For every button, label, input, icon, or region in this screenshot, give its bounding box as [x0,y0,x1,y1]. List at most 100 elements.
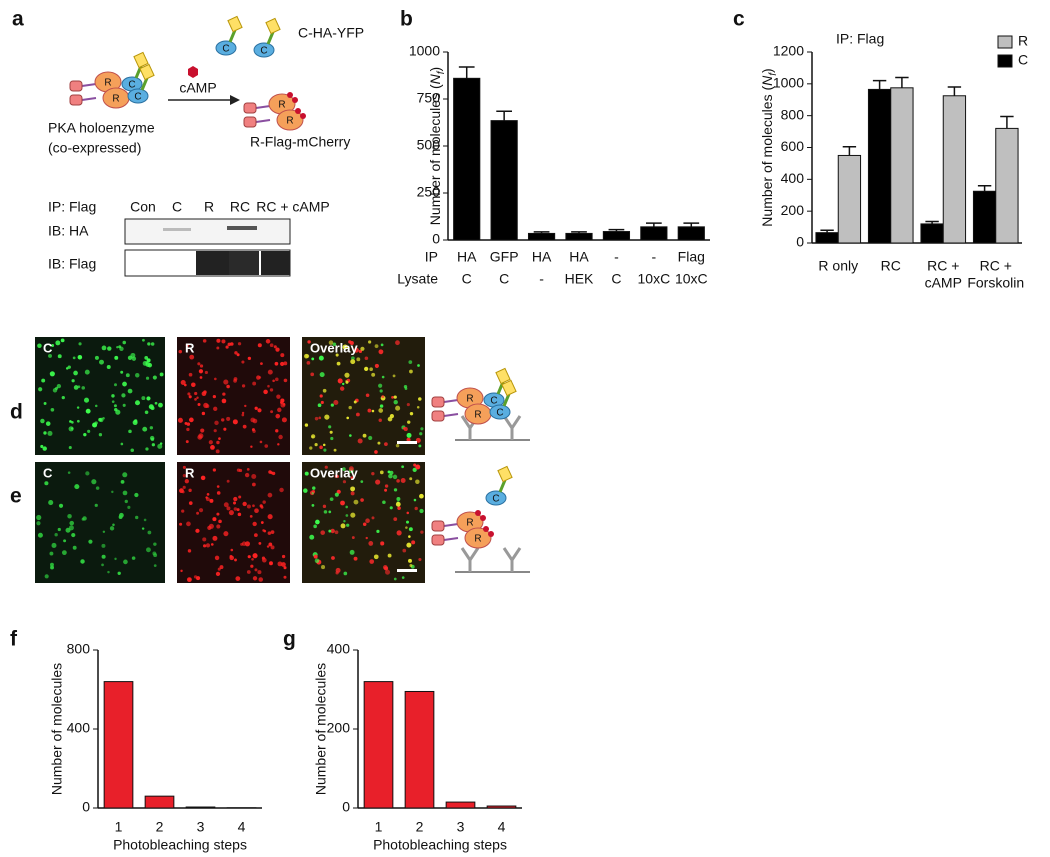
spot [343,520,346,523]
spot [44,574,49,579]
spot [393,488,398,492]
spot [229,342,234,346]
spot [145,376,150,380]
error-bar [977,184,992,192]
micrograph [35,462,165,583]
spot [280,353,285,358]
bar [404,690,435,809]
yfp [497,465,513,483]
spot [324,465,328,469]
yfp [495,367,511,385]
linker [502,393,511,407]
spot [145,447,149,451]
spot [318,355,324,361]
spot [282,402,286,406]
spot [412,467,417,472]
spot [340,523,346,529]
spot [144,355,149,360]
bar [453,77,481,241]
yfp [133,51,149,69]
spot [407,420,411,424]
y-axis-label-part: N [759,75,775,86]
linker [496,381,505,395]
spot [214,377,217,381]
spot [76,406,80,409]
spot [267,531,272,535]
spot [74,484,80,490]
spot [178,349,183,354]
spot [135,373,140,378]
y-axis-label: Number of molecules [313,663,329,795]
linker [498,479,507,493]
spot [43,431,47,435]
subunit-label: R [112,94,119,105]
spot [212,468,216,472]
legend-swatch [997,54,1013,68]
y-axis-label-part: N [427,73,443,84]
spot [61,550,67,556]
error-bar [925,220,939,224]
x-tick-label: C [499,271,509,287]
spot [144,410,149,415]
spot [187,549,192,553]
spot [234,558,237,562]
spot [113,404,117,408]
spot [257,408,262,413]
spot [153,564,157,567]
band [261,251,290,275]
spot [371,471,375,476]
spot [65,527,71,533]
spot [365,393,370,398]
spot [218,437,221,440]
spot [362,522,367,526]
spot [267,514,273,520]
spot [281,562,286,567]
spot [265,339,271,344]
spot [275,413,281,419]
y-tick-label: 500 [417,137,441,153]
bar [995,127,1019,244]
x-tick-label: 2 [416,819,424,835]
spot [280,361,285,367]
spot [378,408,384,413]
spot [389,414,394,419]
x-tick-label: - [539,271,544,287]
spot [321,565,326,570]
spot [125,373,130,378]
y-tick-label: 0 [432,231,440,247]
spot [205,404,210,409]
spot [197,362,201,366]
spot [419,493,424,499]
spot [57,527,61,532]
spot [121,393,126,398]
spot [270,410,274,414]
spot [381,395,385,399]
spot [94,404,98,408]
spot [393,399,398,405]
spot [351,536,355,540]
spot [252,553,258,559]
spot [373,554,379,560]
error-bar [820,229,834,233]
spot [252,429,256,433]
error-bar [496,110,513,121]
band [227,226,257,230]
spot [400,478,406,483]
spot [374,363,379,368]
spot [353,400,357,404]
spot [122,490,128,496]
scale-bar [397,441,417,444]
spot [77,385,81,389]
subunit-label: C [134,92,141,103]
mcherry [431,534,445,546]
spot [374,450,378,454]
spot [55,340,61,346]
spot [408,527,413,532]
spot [384,442,388,447]
spot [216,485,220,488]
panel-letter: f [10,628,18,651]
spot [188,417,194,423]
spot [223,379,229,385]
spot [146,358,151,363]
spot [212,535,218,541]
